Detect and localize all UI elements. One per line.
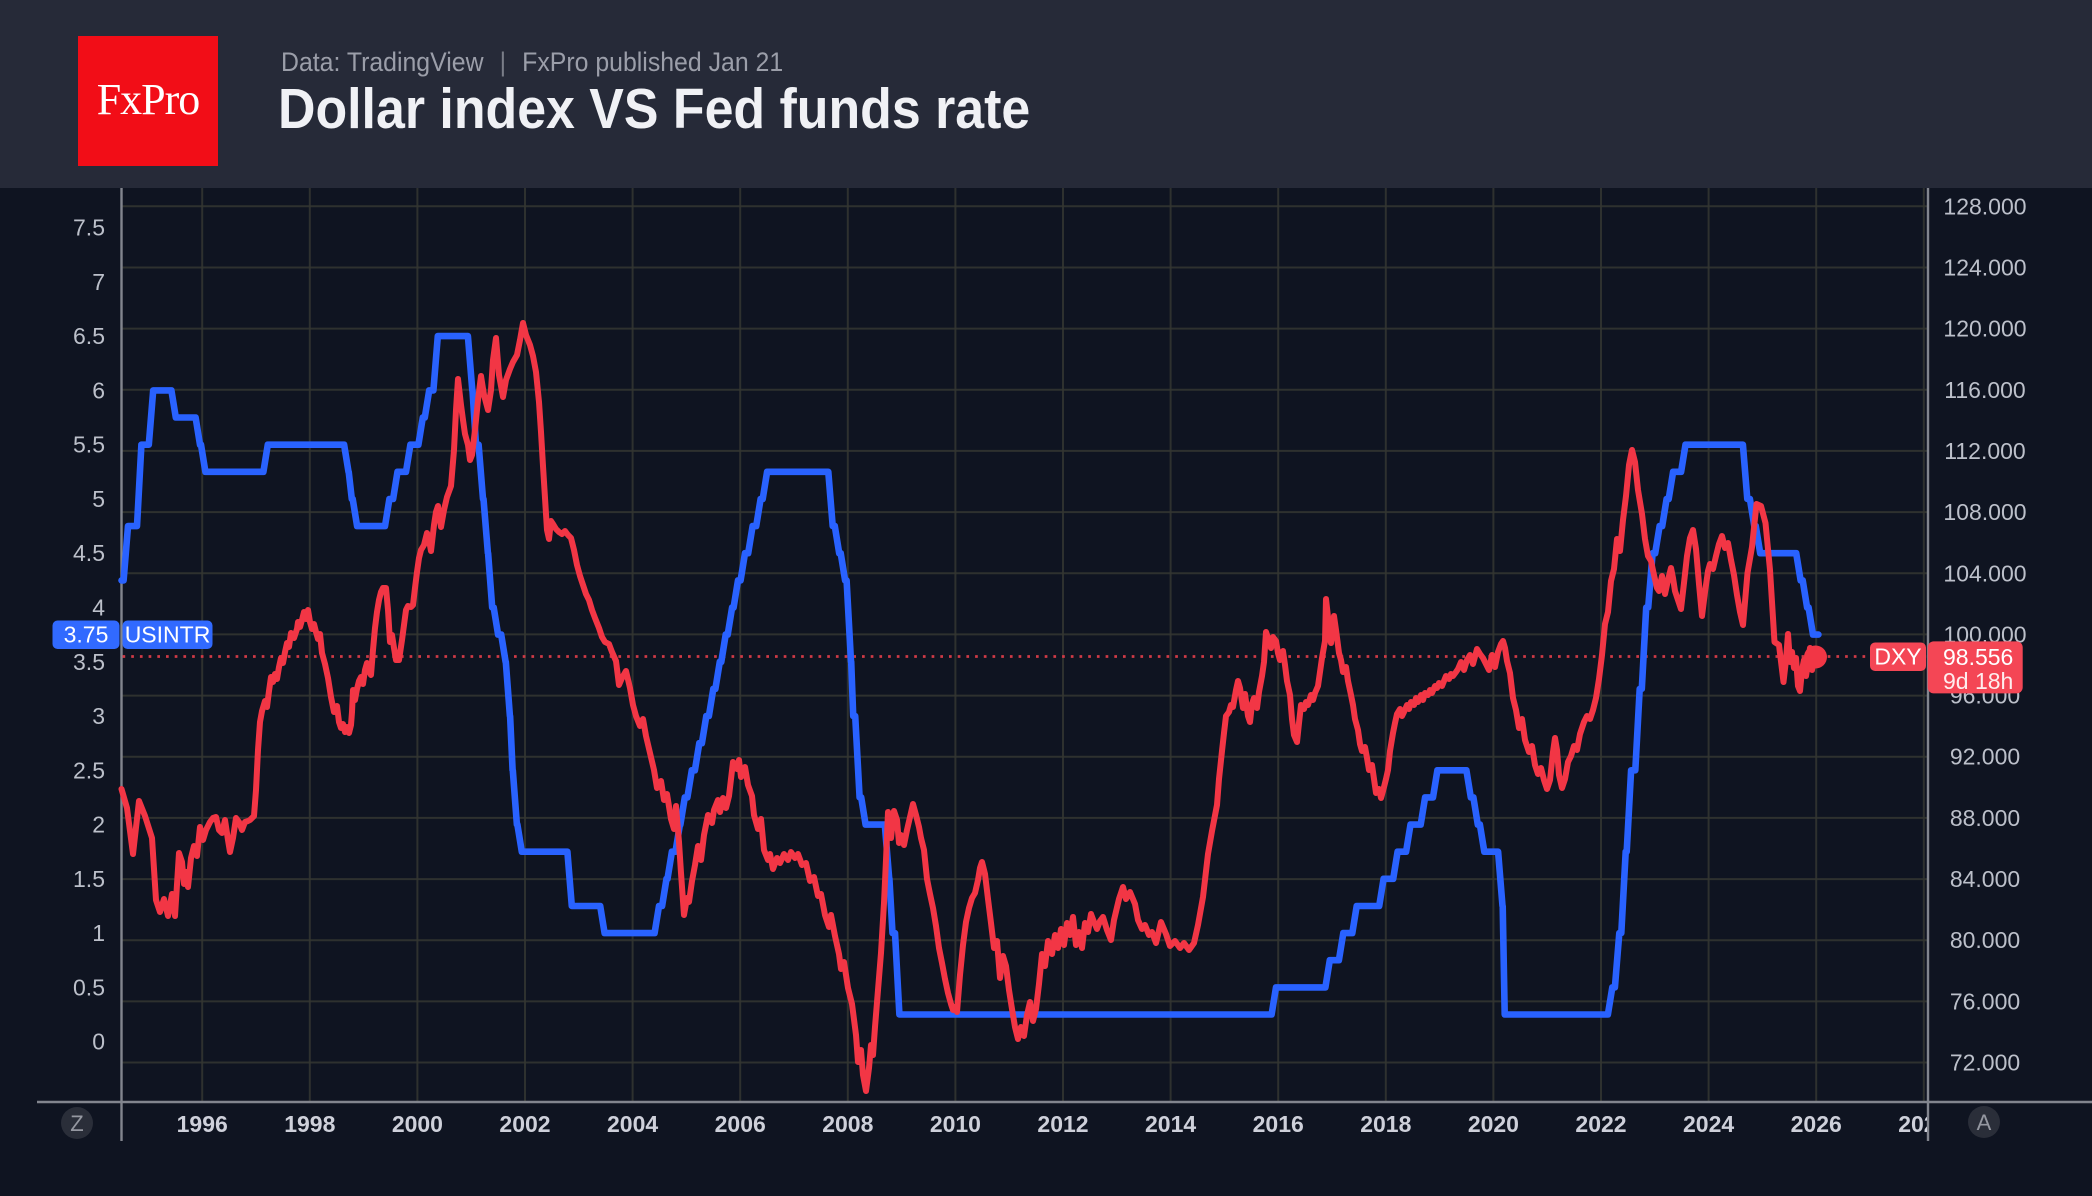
svg-text:7: 7 — [92, 269, 105, 295]
svg-text:2006: 2006 — [715, 1111, 766, 1137]
svg-text:6: 6 — [92, 377, 105, 403]
svg-text:2.5: 2.5 — [73, 757, 105, 783]
svg-text:1996: 1996 — [177, 1111, 228, 1137]
svg-text:1998: 1998 — [284, 1111, 335, 1137]
svg-text:2004: 2004 — [607, 1111, 658, 1137]
svg-text:2014: 2014 — [1145, 1111, 1196, 1137]
svg-text:0.5: 0.5 — [73, 974, 105, 1000]
svg-text:108.000: 108.000 — [1943, 499, 2026, 525]
svg-text:2026: 2026 — [1791, 1111, 1842, 1137]
svg-text:3: 3 — [92, 703, 105, 729]
svg-text:USINTR: USINTR — [125, 622, 211, 648]
svg-text:3.75: 3.75 — [64, 622, 109, 648]
svg-text:2016: 2016 — [1253, 1111, 1304, 1137]
svg-text:112.000: 112.000 — [1944, 438, 2025, 464]
svg-text:124.000: 124.000 — [1943, 255, 2026, 281]
svg-text:2002: 2002 — [499, 1111, 550, 1137]
svg-text:116.000: 116.000 — [1944, 377, 2025, 403]
svg-text:5.5: 5.5 — [73, 432, 105, 458]
svg-text:2: 2 — [92, 812, 105, 838]
svg-text:2028: 2028 — [1898, 1111, 1949, 1137]
svg-text:104.000: 104.000 — [1943, 560, 2026, 586]
svg-text:2024: 2024 — [1683, 1111, 1734, 1137]
svg-text:9d 18h: 9d 18h — [1943, 668, 2013, 694]
svg-text:2022: 2022 — [1575, 1111, 1626, 1137]
svg-text:76.000: 76.000 — [1950, 988, 2020, 1014]
svg-text:Z: Z — [70, 1111, 83, 1136]
svg-text:4.5: 4.5 — [73, 540, 105, 566]
svg-text:A: A — [1977, 1110, 1992, 1135]
svg-text:6.5: 6.5 — [73, 323, 105, 349]
svg-text:98.556: 98.556 — [1943, 644, 2013, 670]
svg-text:84.000: 84.000 — [1950, 866, 2020, 892]
svg-text:2008: 2008 — [822, 1111, 873, 1137]
svg-text:7.5: 7.5 — [73, 215, 105, 241]
svg-text:2010: 2010 — [930, 1111, 981, 1137]
svg-text:2018: 2018 — [1360, 1111, 1411, 1137]
svg-text:4: 4 — [92, 595, 105, 621]
svg-text:0: 0 — [92, 1029, 105, 1055]
svg-text:3.5: 3.5 — [73, 649, 105, 675]
svg-text:92.000: 92.000 — [1950, 744, 2020, 770]
svg-text:1.5: 1.5 — [73, 866, 105, 892]
svg-text:128.000: 128.000 — [1943, 193, 2026, 219]
svg-text:88.000: 88.000 — [1950, 805, 2020, 831]
svg-text:80.000: 80.000 — [1950, 927, 2020, 953]
svg-text:1: 1 — [92, 920, 105, 946]
svg-text:2012: 2012 — [1037, 1111, 1088, 1137]
svg-text:72.000: 72.000 — [1950, 1050, 2020, 1076]
svg-text:2020: 2020 — [1468, 1111, 1519, 1137]
svg-text:120.000: 120.000 — [1943, 316, 2026, 342]
svg-text:DXY: DXY — [1874, 644, 1921, 670]
svg-text:2000: 2000 — [392, 1111, 443, 1137]
svg-text:5: 5 — [92, 486, 105, 512]
